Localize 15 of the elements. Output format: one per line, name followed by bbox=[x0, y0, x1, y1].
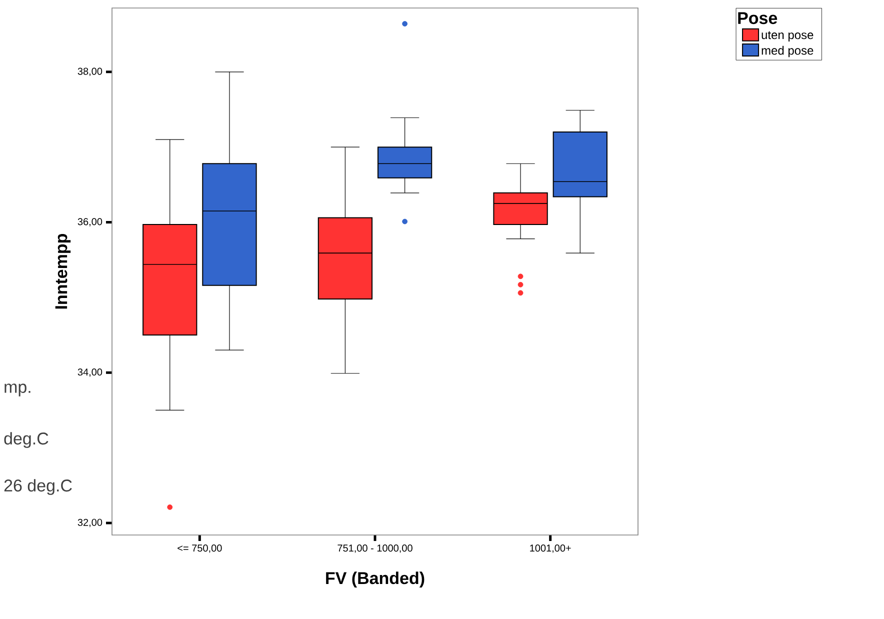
legend-label: med pose bbox=[762, 46, 814, 58]
x-tick-label: 751,00 - 1000,00 bbox=[338, 544, 412, 553]
y-axis-title: Inntempp bbox=[55, 234, 71, 309]
text: mp. bbox=[4, 384, 30, 396]
text: deg.C bbox=[4, 432, 48, 448]
x-tick-label: <= 750,00 bbox=[178, 544, 222, 553]
y-tick-label: 36,00 bbox=[78, 218, 102, 226]
x-axis-title: FV (Banded) bbox=[326, 572, 424, 588]
x-tick-label: 1001,00+ bbox=[530, 544, 571, 553]
legend-title: Pose bbox=[738, 12, 778, 24]
text: 26 deg.C bbox=[4, 479, 72, 495]
y-tick-label: 32,00 bbox=[78, 518, 102, 528]
y-tick-label: 38,00 bbox=[78, 68, 102, 76]
legend-label: uten pose bbox=[762, 31, 814, 42]
y-tick-label: 34,00 bbox=[78, 368, 102, 377]
